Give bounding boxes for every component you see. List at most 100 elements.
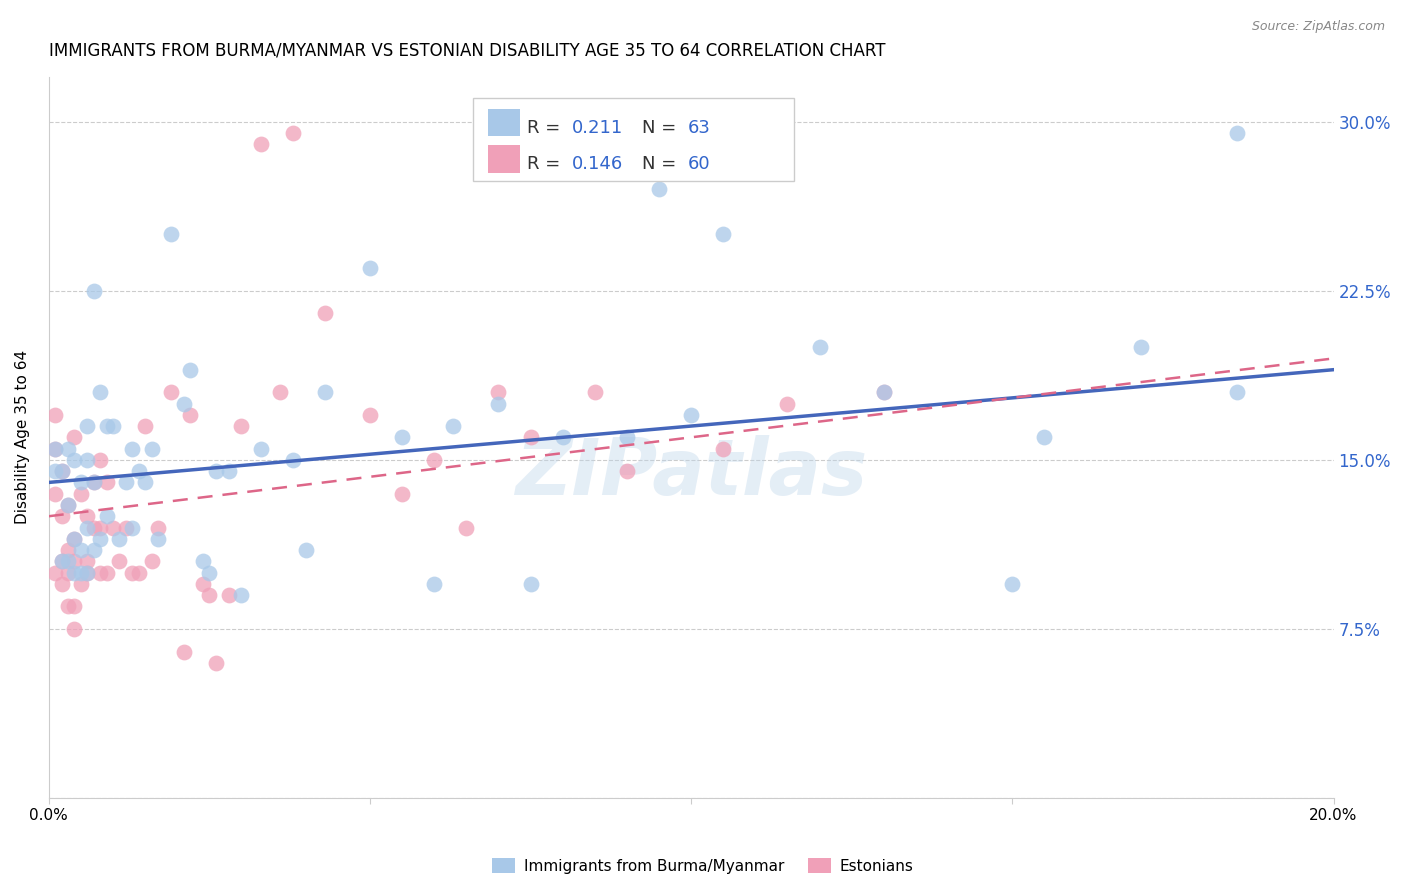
Point [456,520,478,534]
Point [1129,340,1152,354]
Point [89,453,111,467]
Point [191,577,214,591]
Point [198,566,221,580]
Point [616,464,638,478]
Point [583,385,606,400]
Point [519,577,541,591]
Point [89,385,111,400]
Point [56,543,79,558]
Point [70,475,93,490]
Point [51,509,73,524]
Point [218,464,240,478]
Point [359,408,381,422]
Point [89,532,111,546]
Point [44,442,66,456]
Legend: Immigrants from Burma/Myanmar, Estonians: Immigrants from Burma/Myanmar, Estonians [486,852,920,880]
Y-axis label: Disability Age 35 to 64: Disability Age 35 to 64 [15,351,30,524]
Bar [472,98,794,181]
Point [51,464,73,478]
Text: 0.211: 0.211 [572,119,623,136]
Point [114,520,136,534]
Point [1226,385,1249,400]
Point [249,137,271,152]
Point [873,385,896,400]
Point [63,599,86,614]
Point [121,442,143,456]
Point [314,385,336,400]
Point [269,385,291,400]
Point [63,532,86,546]
Point [281,453,304,467]
Point [443,419,465,434]
Text: 60: 60 [688,155,710,173]
Point [249,442,271,456]
Point [776,396,799,410]
Point [44,566,66,580]
Point [146,532,169,546]
Point [51,464,73,478]
Point [128,464,150,478]
Point [128,566,150,580]
Text: IMMIGRANTS FROM BURMA/MYANMAR VS ESTONIAN DISABILITY AGE 35 TO 64 CORRELATION CH: IMMIGRANTS FROM BURMA/MYANMAR VS ESTONIA… [49,42,886,60]
Point [70,566,93,580]
Point [83,284,105,298]
Point [1033,430,1056,444]
Text: ZIPatlas: ZIPatlas [515,435,868,511]
Point [159,385,181,400]
Point [83,475,105,490]
Point [56,566,79,580]
Point [294,543,316,558]
Point [101,520,124,534]
Point [198,588,221,602]
Point [519,430,541,444]
Point [486,396,509,410]
Point [108,532,131,546]
Point [179,362,201,376]
Point [681,408,703,422]
Point [63,566,86,580]
Point [56,599,79,614]
Point [76,453,98,467]
Point [141,554,163,568]
Point [173,396,195,410]
Point [56,554,79,568]
Point [873,385,896,400]
Point [551,430,574,444]
Point [96,509,118,524]
Point [56,442,79,456]
Point [76,419,98,434]
Point [314,306,336,320]
Point [141,442,163,456]
Point [83,520,105,534]
Point [179,408,201,422]
Point [359,261,381,276]
Point [96,475,118,490]
Point [391,430,413,444]
Point [56,498,79,512]
Point [44,464,66,478]
Point [96,566,118,580]
Point [76,554,98,568]
Point [648,182,671,196]
Point [1226,126,1249,140]
Point [423,577,446,591]
Point [486,385,509,400]
Point [231,419,253,434]
Point [159,227,181,242]
Point [83,475,105,490]
Point [191,554,214,568]
Point [70,543,93,558]
Point [44,408,66,422]
Point [121,566,143,580]
Point [1001,577,1024,591]
Point [44,442,66,456]
Point [44,486,66,500]
Point [76,566,98,580]
Point [134,419,156,434]
Point [70,486,93,500]
Point [108,554,131,568]
Point [391,486,413,500]
Point [134,475,156,490]
Point [204,464,226,478]
Point [51,554,73,568]
